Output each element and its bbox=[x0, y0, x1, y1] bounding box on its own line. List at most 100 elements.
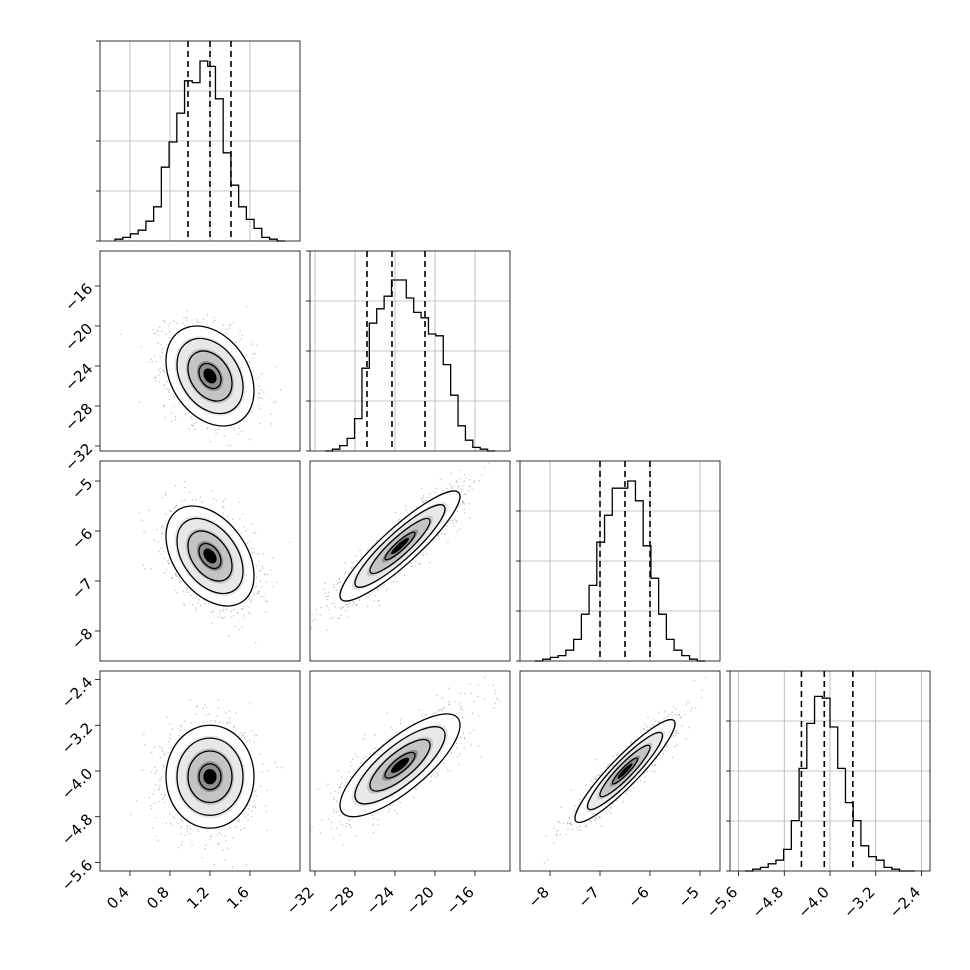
scatter-point bbox=[167, 560, 169, 562]
scatter-point bbox=[158, 785, 161, 787]
scatter-point bbox=[144, 567, 146, 570]
scatter-point bbox=[422, 497, 424, 499]
scatter-point bbox=[195, 607, 197, 609]
panel-content bbox=[138, 481, 291, 644]
scatter-point bbox=[166, 388, 168, 390]
scatter-point bbox=[164, 492, 167, 495]
scatter-point bbox=[168, 740, 170, 743]
scatter-point bbox=[373, 600, 375, 602]
scatter-point bbox=[164, 572, 166, 574]
scatter-point bbox=[393, 580, 395, 583]
scatter-point bbox=[189, 833, 191, 835]
scatter-point bbox=[163, 794, 165, 796]
scatter-point bbox=[324, 582, 326, 585]
scatter-point bbox=[353, 602, 355, 605]
scatter-point bbox=[186, 825, 189, 827]
scatter-point bbox=[175, 574, 177, 577]
scatter-point bbox=[158, 540, 160, 543]
scatter-point bbox=[150, 358, 152, 360]
scatter-point bbox=[162, 348, 164, 350]
scatter-point bbox=[213, 316, 215, 319]
panel-p0-p1 bbox=[99, 250, 301, 452]
scatter-point bbox=[197, 602, 199, 605]
scatter-point bbox=[239, 329, 241, 332]
scatter-point bbox=[226, 847, 228, 849]
scatter-point bbox=[209, 440, 211, 443]
scatter-point bbox=[186, 831, 189, 833]
scatter-point bbox=[229, 444, 232, 447]
scatter-point bbox=[270, 569, 272, 572]
scatter-point bbox=[164, 801, 166, 804]
scatter-point bbox=[161, 750, 164, 752]
scatter-point bbox=[174, 573, 177, 576]
scatter-point bbox=[386, 529, 388, 531]
scatter-point bbox=[206, 427, 209, 429]
scatter-point bbox=[456, 510, 459, 513]
scatter-point bbox=[374, 594, 376, 596]
scatter-point bbox=[251, 343, 254, 345]
scatter-point bbox=[469, 517, 471, 519]
scatter-point bbox=[183, 720, 186, 722]
scatter-point bbox=[191, 424, 193, 427]
scatter-point bbox=[250, 547, 252, 549]
scatter-point bbox=[164, 494, 167, 497]
contour-line bbox=[187, 530, 233, 582]
scatter-point bbox=[162, 551, 165, 553]
scatter-point bbox=[188, 825, 191, 827]
scatter-point bbox=[356, 605, 358, 607]
scatter-point bbox=[229, 826, 231, 829]
scatter-point bbox=[263, 573, 265, 575]
scatter-point bbox=[332, 617, 334, 619]
scatter-point bbox=[265, 805, 267, 807]
scatter-point bbox=[340, 614, 342, 616]
scatter-point bbox=[238, 427, 240, 429]
scatter-point bbox=[248, 613, 251, 616]
scatter-point bbox=[346, 616, 349, 618]
scatter-point bbox=[141, 769, 144, 771]
scatter-point bbox=[224, 859, 226, 861]
scatter-point bbox=[254, 352, 256, 355]
scatter-point bbox=[252, 532, 255, 534]
scatter-point bbox=[206, 313, 209, 316]
scatter-point bbox=[429, 493, 431, 495]
scatter-point bbox=[204, 844, 207, 846]
scatter-point bbox=[195, 595, 198, 598]
scatter-point bbox=[190, 722, 192, 724]
panel-frame bbox=[99, 460, 301, 662]
scatter-point bbox=[204, 602, 206, 605]
scatter-point bbox=[272, 585, 274, 588]
scatter-point bbox=[355, 555, 357, 557]
scatter-point bbox=[465, 477, 467, 479]
scatter-point bbox=[171, 824, 174, 827]
scatter-point bbox=[251, 552, 254, 554]
scatter-point bbox=[230, 610, 232, 612]
panel-content bbox=[120, 305, 282, 451]
scatter-point bbox=[232, 726, 235, 729]
scatter-point bbox=[243, 615, 245, 617]
scatter-point bbox=[169, 331, 171, 333]
scatter-point bbox=[463, 480, 465, 482]
scatter-point bbox=[222, 608, 225, 611]
scatter-point bbox=[169, 733, 172, 735]
scatter-point bbox=[168, 736, 170, 739]
scatter-point bbox=[189, 828, 192, 830]
scatter-point bbox=[242, 513, 244, 515]
scatter-point bbox=[420, 487, 423, 490]
scatter-point bbox=[164, 416, 166, 419]
scatter-point bbox=[164, 513, 167, 516]
scatter-point bbox=[174, 589, 176, 592]
scatter-point bbox=[201, 857, 203, 859]
scatter-point bbox=[229, 722, 231, 724]
scatter-point bbox=[144, 744, 146, 746]
scatter-point bbox=[254, 642, 257, 644]
scatter-point bbox=[150, 771, 153, 774]
scatter-point bbox=[226, 444, 229, 447]
scatter-point bbox=[158, 788, 160, 790]
scatter-point bbox=[160, 344, 162, 346]
scatter-point bbox=[184, 499, 186, 501]
scatter-point bbox=[220, 616, 223, 619]
scatter-point bbox=[164, 793, 167, 796]
scatter-point bbox=[163, 405, 165, 408]
scatter-point bbox=[219, 721, 221, 723]
